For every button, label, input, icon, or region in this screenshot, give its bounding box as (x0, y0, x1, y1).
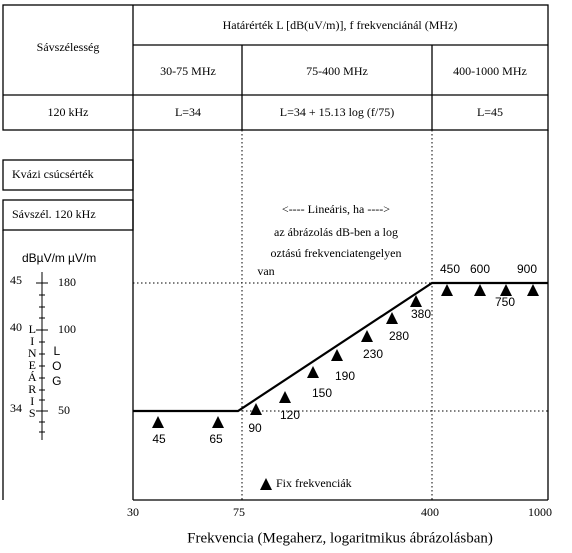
marker (386, 312, 398, 324)
marker-label: 45 (152, 432, 166, 446)
scale-linear: LINEÁRIS (25, 322, 39, 418)
marker-label: 280 (389, 329, 409, 343)
table-border (2, 4, 549, 131)
range: 400-1000 MHz (453, 64, 527, 78)
scale-db: 34 (10, 401, 22, 415)
legend-text: Fix frekvenciák (276, 476, 352, 490)
scale-ticks: 45 180 40 100 34 50 (10, 273, 76, 433)
annotation: az ábrázolás dB-ben a log (274, 225, 398, 239)
x-tick-label: 75 (233, 505, 245, 519)
limit-line (133, 281, 548, 413)
annotation: oztású frekvenciatengelyen (271, 246, 402, 260)
range: 75-400 MHz (306, 64, 368, 78)
marker (279, 391, 291, 403)
label-box (2, 199, 134, 231)
x-tick-label: 1000 (528, 505, 552, 519)
range: 30-75 MHz (160, 64, 216, 78)
marker-label: 380 (411, 307, 431, 321)
marker-label: 65 (209, 432, 223, 446)
cell: L=45 (477, 105, 503, 119)
marker-label: 120 (280, 408, 300, 422)
marker (212, 416, 224, 428)
marker-label: 900 (517, 262, 537, 276)
marker (527, 284, 539, 296)
cell: L=34 + 15.13 log (f/75) (280, 105, 395, 119)
cell: 120 kHz (48, 105, 89, 119)
annotation: <---- Lineáris, ha ----> (282, 202, 390, 216)
header-main: Határérték L [dB(uV/m)], f frekvenciánál… (223, 18, 458, 32)
x-tick-label: 400 (421, 505, 439, 519)
marker-label: 90 (248, 421, 262, 435)
scale-db: 45 (10, 273, 22, 287)
cell: L=34 (175, 105, 201, 119)
legend-icon (260, 478, 272, 490)
scale-uv: 180 (58, 275, 76, 289)
left-label: Sávszél. 120 kHz (12, 207, 96, 221)
header-left: Sávszélesség (37, 40, 100, 54)
marker (361, 330, 373, 342)
marker-label: 190 (335, 369, 355, 383)
x-tick-label: 30 (127, 505, 139, 519)
marker-label: 750 (495, 295, 515, 309)
marker (500, 284, 512, 296)
scale-unit: µV/m (68, 251, 96, 265)
scale-db: 40 (10, 320, 22, 334)
marker (331, 349, 343, 361)
marker-label: 450 (440, 262, 460, 276)
left-label: Kvázi csúcsérték (12, 167, 94, 181)
marker (441, 284, 453, 296)
annotation: van (257, 264, 274, 278)
marker-label: 150 (312, 386, 332, 400)
marker-label: 230 (363, 347, 383, 361)
marker (410, 295, 422, 307)
marker (152, 416, 164, 428)
scale-log: LOG (50, 344, 64, 389)
scale-unit: dBµV/m (22, 251, 65, 265)
marker (250, 403, 262, 415)
marker-label: 600 (470, 262, 490, 276)
x-label: Frekvencia (Megaherz, logaritmikus ábráz… (187, 530, 493, 546)
scale-uv: 50 (58, 403, 70, 417)
marker (474, 284, 486, 296)
scale-uv: 100 (58, 322, 76, 336)
marker (307, 366, 319, 378)
label-box (2, 159, 134, 191)
